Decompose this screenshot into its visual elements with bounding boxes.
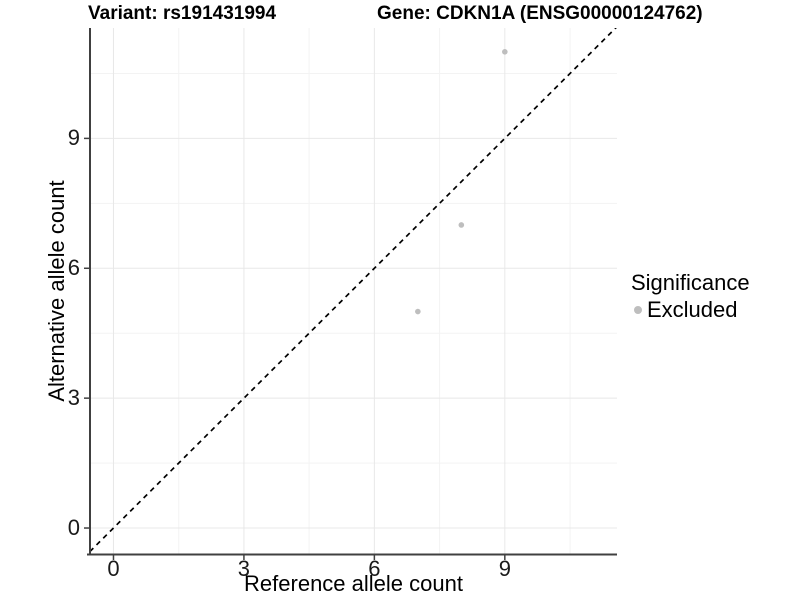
identity-dashed-line — [90, 28, 617, 553]
y-tick-label: 9 — [67, 125, 80, 151]
y-tick-label: 3 — [67, 385, 80, 411]
data-point — [458, 222, 465, 228]
data-point — [502, 49, 508, 55]
plot-title-gene: Gene: CDKN1A (ENSG00000124762) — [377, 3, 703, 24]
legend-item-excluded: Excluded — [631, 297, 750, 323]
legend-title: Significance — [631, 270, 750, 295]
excluded-point-icon — [634, 306, 642, 314]
x-tick-label: 3 — [237, 556, 251, 581]
y-axis-title: Alternative allele count — [44, 180, 69, 402]
x-axis-title: Reference allele count — [244, 571, 463, 596]
plot-title-variant: Variant: rs191431994 — [88, 3, 277, 24]
x-tick-label: 0 — [107, 556, 120, 581]
legend-item-label: Excluded — [647, 297, 738, 322]
x-tick-label: 9 — [498, 556, 511, 581]
y-tick-label: 0 — [67, 515, 80, 541]
y-tick-label: 6 — [67, 255, 80, 281]
x-tick-label: 6 — [368, 556, 381, 581]
data-point — [415, 308, 421, 315]
legend: Significance Excluded — [631, 269, 750, 323]
